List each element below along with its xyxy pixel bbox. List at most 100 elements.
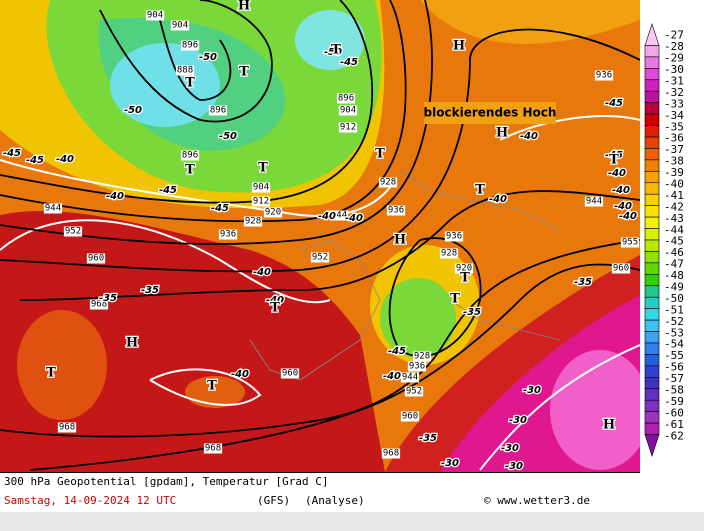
label-box xyxy=(57,422,77,433)
geopotential-label: 960 xyxy=(88,254,104,264)
pressure-center: H xyxy=(238,0,250,14)
colorbar-label: -42 xyxy=(664,200,684,213)
geopotential-label: 928 xyxy=(245,217,261,227)
map xyxy=(0,0,640,472)
temperature-label: -45 xyxy=(211,203,229,214)
pressure-center: T xyxy=(270,301,280,316)
geopotential-label: 888 xyxy=(177,66,193,76)
colorbar-label: -32 xyxy=(664,86,684,99)
colorbar-label: -61 xyxy=(664,418,684,431)
label-box xyxy=(243,216,263,227)
geopotential-label: 936 xyxy=(409,362,425,372)
colorbar-swatch xyxy=(644,342,660,355)
label-box xyxy=(170,20,190,31)
colorbar-label: -34 xyxy=(664,109,684,122)
pressure-center: H xyxy=(453,39,465,54)
label-box xyxy=(378,177,398,188)
colorbar-label: -46 xyxy=(664,246,684,259)
geopotential-label: 960 xyxy=(613,264,629,274)
colorbar-label: -58 xyxy=(664,384,684,397)
annotation: blockierendes Hoch xyxy=(424,106,557,120)
colorbar-swatch xyxy=(644,285,660,298)
geopotential-label: 904 xyxy=(172,21,188,31)
geopotential-label: 928 xyxy=(380,178,396,188)
colorbar-swatch xyxy=(644,377,660,390)
temperature-label: -35 xyxy=(463,307,481,318)
label-box xyxy=(584,196,604,207)
temperature-label: -40 xyxy=(619,211,637,222)
geopotential-label: 896 xyxy=(182,151,198,161)
label-box xyxy=(400,372,420,383)
geopotential-label: 952 xyxy=(406,387,422,397)
colorbar-label: -57 xyxy=(664,372,684,385)
colorbar-label: -51 xyxy=(664,303,684,316)
geopotential-label: 968 xyxy=(383,449,399,459)
colorbar-swatch xyxy=(644,68,660,81)
colorbar-swatch xyxy=(644,113,660,126)
temperature-label: -45 xyxy=(340,57,358,68)
pressure-center: T xyxy=(185,76,195,91)
pressure-center: T xyxy=(46,366,56,381)
pressure-center: H xyxy=(496,126,508,141)
colorbar-label: -50 xyxy=(664,292,684,305)
label-box xyxy=(400,411,420,422)
label-box xyxy=(404,386,424,397)
temperature-label: -50 xyxy=(124,105,142,116)
pressure-center: T xyxy=(475,183,485,198)
colorbar-label: -33 xyxy=(664,97,684,110)
geopotential-label: 944 xyxy=(586,197,602,207)
label-box xyxy=(454,263,474,274)
colorbar-label: -59 xyxy=(664,395,684,408)
label-box xyxy=(263,207,283,218)
temperature-label: -40 xyxy=(345,213,363,224)
footer-source: © www.wetter3.de xyxy=(484,494,590,507)
colorbar-swatch xyxy=(644,251,660,264)
colorbar-swatch xyxy=(644,319,660,332)
temperature-label: -30 xyxy=(505,461,523,472)
colorbar-swatch xyxy=(644,159,660,172)
colorbar-label: -37 xyxy=(664,143,684,156)
geopotential-label: 952 xyxy=(65,227,81,237)
geopotential-label: 904 xyxy=(253,183,269,193)
pressure-center: T xyxy=(450,292,460,307)
temperature-label: -40 xyxy=(614,201,632,212)
colorbar-swatch xyxy=(644,365,660,378)
colorbar-label: -35 xyxy=(664,120,684,133)
temperature-label: -30 xyxy=(501,443,519,454)
colorbar-swatch xyxy=(644,411,660,424)
colorbar-label: -38 xyxy=(664,155,684,168)
geopotential-label: 968 xyxy=(91,300,107,310)
colorbar-swatch xyxy=(644,136,660,149)
label-box xyxy=(336,93,356,104)
footer-run: (Analyse) xyxy=(305,494,365,507)
label-box xyxy=(43,203,63,214)
temperature-label: -50 xyxy=(199,52,217,63)
pressure-center: T xyxy=(239,65,249,80)
pressure-center: H xyxy=(126,336,138,351)
footer-date: Samstag, 14-09-2024 12 UTC xyxy=(4,494,176,507)
label-box xyxy=(338,105,358,116)
geopotential-label: 928 xyxy=(414,352,430,362)
geopotential-label: 896 xyxy=(182,41,198,51)
geopotential-label: 904 xyxy=(147,11,163,21)
colorbar-swatch xyxy=(644,90,660,103)
bottom-bar xyxy=(0,512,704,531)
temperature-label: -35 xyxy=(141,285,159,296)
temperature-label: -45 xyxy=(388,346,406,357)
coastline xyxy=(249,169,561,381)
colorbar-label: -40 xyxy=(664,178,684,191)
temperature-field xyxy=(295,10,365,70)
colorbar-swatch xyxy=(644,331,660,344)
pressure-center: T xyxy=(375,147,385,162)
colorbar: -27-28-29-30-31-32-33-34-35-36-37-38-39-… xyxy=(644,23,684,457)
geopotential-label: 896 xyxy=(210,106,226,116)
label-box xyxy=(89,299,109,310)
temperature-field xyxy=(380,278,456,358)
colorbar-swatch xyxy=(644,228,660,241)
label-box xyxy=(251,196,271,207)
label-box xyxy=(63,226,83,237)
colorbar-swatch xyxy=(644,239,660,252)
geopotential-label: 936 xyxy=(446,232,462,242)
temperature-label: -45 xyxy=(159,185,177,196)
